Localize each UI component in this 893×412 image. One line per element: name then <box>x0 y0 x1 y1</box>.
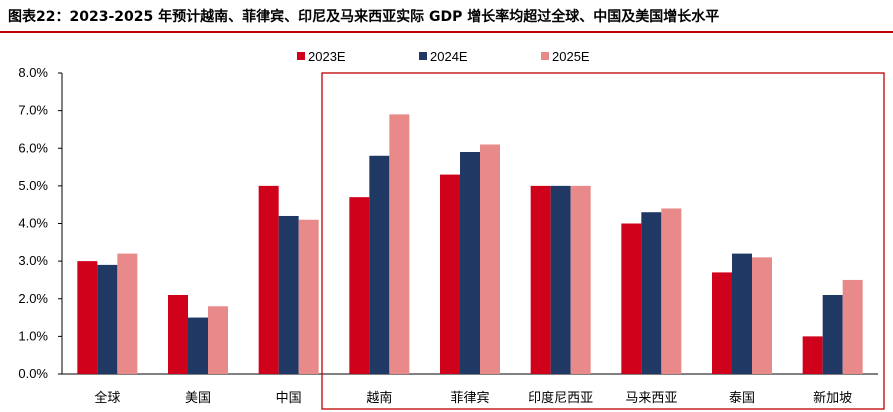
bar-2024E-全球 <box>97 264 118 374</box>
category-label: 菲律宾 <box>450 390 489 406</box>
category-label: 新加坡 <box>813 390 852 406</box>
bar-2024E-印度尼西亚 <box>550 185 571 374</box>
bar-2023E-新加坡 <box>802 336 823 374</box>
legend-swatch-2023E <box>297 52 305 60</box>
bar-2025E-马来西亚 <box>661 208 682 374</box>
category-label: 越南 <box>366 390 392 406</box>
chart-title: 图表22：2023-2025 年预计越南、菲律宾、印尼及马来西亚实际 GDP 增… <box>8 9 720 25</box>
bar-2024E-菲律宾 <box>460 152 480 374</box>
category-label: 泰国 <box>729 391 755 406</box>
y-tick-label: 3.0% <box>18 253 48 268</box>
y-tick-label: 2.0% <box>18 291 48 306</box>
bar-2024E-美国 <box>188 317 208 374</box>
y-tick-label: 8.0% <box>18 65 48 80</box>
bar-2023E-马来西亚 <box>621 223 642 374</box>
bar-2025E-菲律宾 <box>480 144 500 374</box>
bar-2023E-中国 <box>258 185 279 374</box>
bar-2024E-新加坡 <box>822 294 843 374</box>
bar-2025E-美国 <box>208 306 228 374</box>
legend-label-2023E: 2023E <box>308 49 346 64</box>
bar-2025E-全球 <box>117 253 138 374</box>
bar-2023E-印度尼西亚 <box>530 185 551 374</box>
y-tick-label: 1.0% <box>18 328 48 343</box>
y-tick-label: 4.0% <box>18 216 48 231</box>
bar-2025E-越南 <box>389 114 410 374</box>
bar-2025E-中国 <box>298 219 319 374</box>
bar-2023E-全球 <box>77 261 98 374</box>
y-tick-label: 7.0% <box>18 103 48 118</box>
y-tick-label: 5.0% <box>18 178 48 193</box>
bar-2025E-新加坡 <box>842 279 863 374</box>
legend: 2023E 2024E 2025E <box>297 49 590 64</box>
highlight-box-layer <box>321 72 885 410</box>
y-tick-label: 0.0% <box>18 366 48 381</box>
category-label: 中国 <box>276 391 302 406</box>
title-divider <box>0 31 893 33</box>
category-label: 马来西亚 <box>625 391 677 406</box>
bar-2024E-越南 <box>369 155 390 374</box>
bar-2023E-菲律宾 <box>440 174 460 374</box>
highlight-box <box>321 72 885 410</box>
legend-label-2025E: 2025E <box>552 49 590 64</box>
category-label: 全球 <box>94 390 120 406</box>
bar-2024E-马来西亚 <box>641 212 662 374</box>
category-label: 印度尼西亚 <box>528 390 593 406</box>
bar-2024E-泰国 <box>732 253 752 374</box>
category-labels-layer: 全球 美国 中国 越南 菲律宾 印度尼西亚 马来西亚 泰国 新加坡 <box>94 390 852 406</box>
bar-2025E-泰国 <box>752 257 772 374</box>
bar-2024E-中国 <box>278 215 299 374</box>
legend-swatch-2025E <box>541 52 549 60</box>
bar-2023E-美国 <box>168 294 188 374</box>
legend-swatch-2024E <box>419 52 427 60</box>
legend-label-2024E: 2024E <box>430 49 468 64</box>
bar-2023E-泰国 <box>712 272 732 374</box>
y-tick-label: 6.0% <box>18 140 48 155</box>
bars-layer <box>77 114 863 374</box>
category-label: 美国 <box>185 391 211 406</box>
bar-2023E-越南 <box>349 197 370 374</box>
bar-2025E-印度尼西亚 <box>570 185 591 374</box>
